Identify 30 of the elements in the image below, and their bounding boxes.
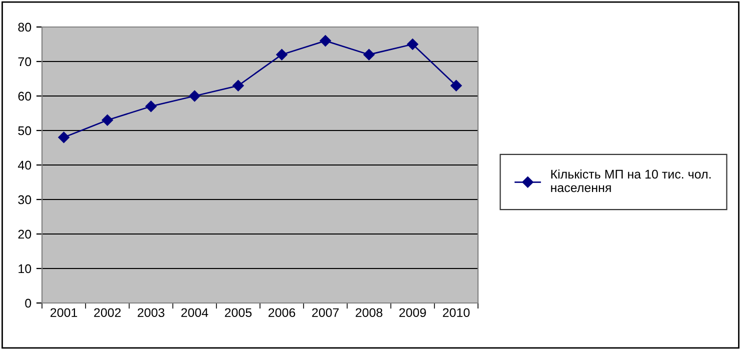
y-tick-label: 0 — [25, 298, 32, 308]
x-tick-label: 2005 — [224, 308, 252, 318]
point — [232, 80, 244, 92]
y-tick-label: 10 — [18, 264, 32, 274]
y-tick-label: 20 — [18, 230, 32, 239]
x-tick-label: 2004 — [181, 308, 208, 318]
y-tick-label: 80 — [18, 22, 32, 32]
x-tick-label: 2009 — [399, 308, 426, 318]
legend-label: Кількість МП на 10 тис. чол. населення — [551, 169, 711, 192]
x-tick-label: 2007 — [312, 308, 339, 318]
point — [320, 35, 332, 46]
y-tick-label: 40 — [18, 160, 32, 170]
y-tick-label: 60 — [18, 92, 32, 101]
x-tick-label: 2002 — [94, 308, 121, 318]
point — [363, 48, 375, 60]
x-tick-label: 2001 — [50, 308, 78, 318]
y-tick-label: 50 — [18, 126, 32, 136]
x-tick-label: 2006 — [268, 308, 296, 318]
point — [276, 48, 288, 60]
point — [102, 114, 114, 126]
y-tick-label: 70 — [18, 57, 32, 66]
x-tick-label: 2010 — [442, 308, 470, 318]
point — [406, 38, 418, 50]
x-tick-label: 2003 — [138, 308, 164, 318]
x-tick-label: 2008 — [356, 308, 382, 318]
point — [450, 80, 462, 92]
point — [145, 100, 157, 112]
point — [188, 90, 200, 102]
y-tick-label: 30 — [18, 195, 32, 204]
point — [58, 132, 70, 144]
